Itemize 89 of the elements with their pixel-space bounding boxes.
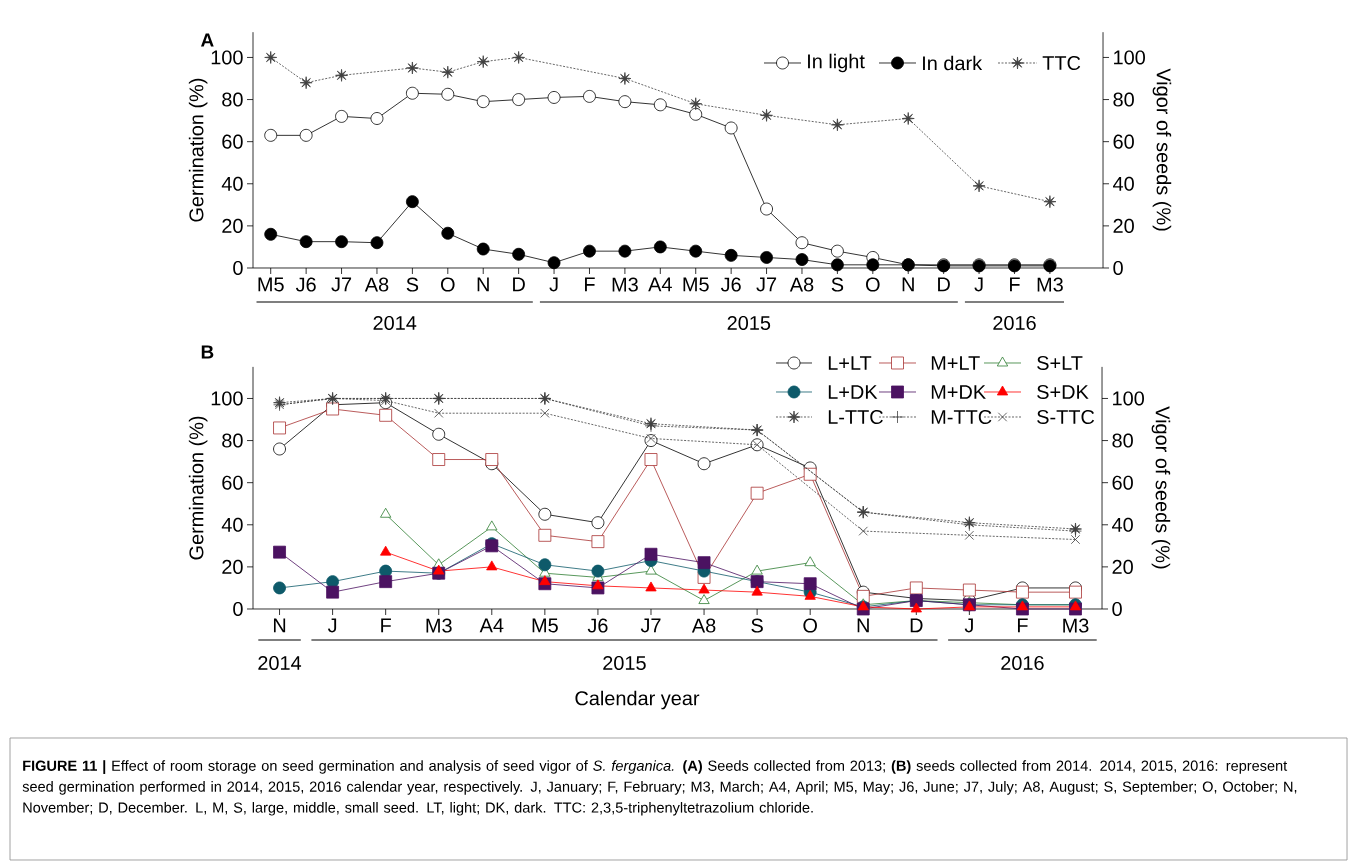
- y-tick-label: 80: [222, 92, 243, 107]
- x-tick-label: F: [585, 277, 595, 292]
- y-axis-title: Germination (%): [188, 78, 208, 222]
- y-tick-label: 80: [222, 433, 243, 448]
- chart-title: B: [201, 345, 214, 359]
- x-tick-label: J7: [331, 277, 352, 292]
- x-tick-label: D: [513, 277, 525, 292]
- y-tick-label: 100: [211, 391, 243, 406]
- x-tick-label: M3: [1037, 277, 1063, 292]
- x-tick-label: J7: [756, 277, 777, 292]
- x-tick-label: A8: [691, 618, 716, 633]
- y2-tick-label: 60: [1112, 475, 1133, 490]
- legend-label: M+LT: [931, 356, 980, 370]
- y2-tick-label: 20: [1112, 559, 1133, 574]
- legend-label: L+DK: [828, 385, 878, 399]
- text: 2016: [993, 315, 1036, 331]
- text: FIGURE 11 | Effect of room storage on seed germination and analysis of seed vigor of S. ferganica. (A) Seeds collected from 2013; (B) seeds collected from 2014. 2014, 2015, 2016: represent seed germination performed in 2014, 2015, 2016 calendar year, respectively. J, January; F, February; M3, March; A4, April; M5, May; J6, June; J7, July; A8, August; S, September; O, October; N, November; D, December. L, M, S, large, middle, small seed. LT, light; DK, dark. TTC: 2,3,5-triphenyltetrazolium chloride.: [22, 760, 1297, 816]
- text: 2014: [258, 655, 302, 671]
- text: 2015: [603, 655, 646, 671]
- y-tick-label: 40: [221, 176, 243, 191]
- y2-tick-label: 40: [1112, 517, 1133, 532]
- x-tick-label: M3: [1063, 618, 1089, 633]
- legend-label: L+LT: [828, 356, 872, 370]
- y-tick-label: 60: [222, 134, 243, 149]
- y2-tick-label: 100: [1113, 391, 1144, 406]
- y2-axis-title: Vigor of seeds (%): [1151, 406, 1171, 569]
- legend-label: S+DK: [1037, 384, 1089, 400]
- x-tick-label: S: [406, 277, 419, 292]
- x-tick-label: J: [964, 618, 973, 633]
- x-tick-label: D: [938, 277, 950, 292]
- y-tick-label: 60: [222, 475, 243, 490]
- x-tick-label: J: [549, 277, 558, 292]
- y-tick-label: 100: [211, 50, 243, 65]
- x-tick-label: O: [866, 277, 880, 292]
- legend-label: In light: [808, 53, 865, 73]
- text: 2016: [1001, 655, 1044, 671]
- text: 2014: [373, 315, 417, 331]
- legend-label: M-TTC: [931, 409, 992, 425]
- y2-tick-label: 80: [1112, 433, 1133, 448]
- x-tick-label: N: [477, 277, 489, 292]
- y2-tick-label: 0: [1112, 601, 1122, 617]
- x-tick-label: F: [1010, 277, 1020, 292]
- x-tick-label: S: [751, 618, 763, 633]
- x-tick-label: M3: [612, 277, 638, 292]
- y2-tick-label: 0: [1113, 260, 1123, 276]
- y-tick-label: 0: [233, 601, 243, 617]
- y2-tick-label: 20: [1113, 218, 1134, 233]
- y2-tick-label: 60: [1113, 134, 1134, 149]
- y-tick-label: 20: [222, 218, 243, 233]
- x-tick-label: M5: [258, 277, 284, 292]
- x-tick-label: J6: [587, 618, 608, 633]
- x-tick-label: A8: [789, 277, 814, 292]
- y2-tick-label: 40: [1113, 176, 1134, 191]
- x-tick-label: J7: [640, 618, 661, 633]
- y-tick-label: 40: [221, 517, 243, 532]
- x-tick-label: A4: [479, 618, 504, 633]
- legend-label: L-TTC: [828, 409, 883, 425]
- x-tick-label: J6: [295, 277, 316, 292]
- legend-label: In dark: [923, 55, 983, 71]
- x-tick-label: J6: [720, 277, 741, 292]
- legend-label: S+LT: [1037, 355, 1083, 371]
- x-tick-label: J: [327, 618, 337, 633]
- text: 2015: [727, 315, 771, 331]
- x-axis-title: Calendar year: [575, 690, 700, 710]
- x-tick-label: O: [440, 277, 455, 292]
- y2-tick-label: 100: [1114, 50, 1145, 65]
- x-tick-label: A8: [364, 277, 389, 292]
- x-tick-label: F: [1017, 618, 1028, 633]
- y2-tick-label: 80: [1113, 92, 1134, 107]
- x-tick-label: M5: [532, 618, 558, 633]
- x-tick-label: M3: [426, 618, 452, 633]
- x-tick-label: F: [381, 618, 391, 633]
- x-tick-label: N: [273, 618, 286, 633]
- x-tick-label: N: [857, 618, 869, 633]
- x-tick-label: M5: [683, 277, 709, 292]
- legend-label: TTC: [1042, 55, 1081, 71]
- chart-title: A: [200, 33, 214, 47]
- legend-label: S-TTC: [1037, 409, 1095, 425]
- y-axis-title: Germination (%): [188, 416, 208, 560]
- x-tick-label: A4: [648, 277, 672, 292]
- x-tick-label: J: [974, 277, 983, 292]
- y-tick-label: 0: [233, 260, 243, 276]
- y2-axis-title: Vigor of seeds (%): [1152, 68, 1172, 231]
- x-tick-label: O: [803, 618, 817, 633]
- x-tick-label: N: [902, 277, 914, 292]
- legend-label: M+DK: [931, 385, 986, 399]
- y-tick-label: 20: [222, 559, 243, 574]
- x-tick-label: S: [831, 277, 844, 292]
- x-tick-label: D: [910, 618, 923, 633]
